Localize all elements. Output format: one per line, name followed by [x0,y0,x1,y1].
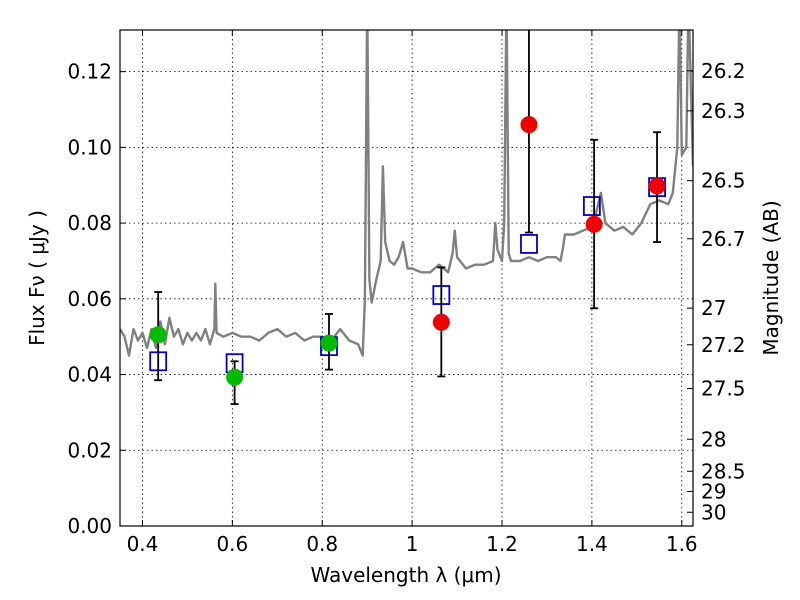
x-tick-label: 1 [406,532,419,556]
x-tick-label: 0.4 [127,532,159,556]
y2-tick-label: 27.5 [701,377,746,401]
y2-tick-label: 27 [701,296,726,320]
model-flux-square [520,234,538,254]
y2-tick-label: 28.5 [701,459,746,483]
y2-tick-label: 26.3 [701,99,746,123]
observed-flux-point [520,116,538,134]
observed-flux-point [648,177,666,195]
grid-lines [120,30,693,527]
y-axis-label: Flux Fν ( μJy ) [25,210,49,346]
y2-tick-label: 29 [701,479,726,503]
y2-tick-label: 27.2 [701,333,746,357]
y2-tick-label: 30 [701,500,726,524]
axis-ticks [120,30,693,527]
y2-tick-label: 28 [701,427,726,451]
y2-axis-label: Magnitude (AB) [759,200,783,355]
x-tick-label: 0.8 [306,532,338,556]
y2-tick-label: 26.7 [701,227,746,251]
observed-flux-point [149,326,167,344]
model-flux-square [582,196,601,216]
y-tick-label: 0.04 [67,363,112,387]
model-spectrum-line [120,30,693,357]
observed-flux-point [585,215,603,233]
x-tick-label: 1.4 [576,532,608,556]
y2-tick-label: 26.2 [701,59,746,83]
plot-area [120,30,693,405]
y-tick-label: 0.00 [67,514,112,538]
observed-flux-point [226,368,244,386]
axis-tick-labels: 0.4 0.6 0.8 1 1.2 1.4 1.6 0.00 0.02 0.04 0.06 0.08 0… [67,59,745,556]
observed-flux-point [320,334,338,352]
x-axis-label: Wavelength λ (μm) [310,563,501,587]
observed-flux-point [432,313,450,331]
y2-tick-label: 26.5 [701,169,746,193]
y-tick-label: 0.02 [67,438,112,462]
y-tick-label: 0.06 [67,287,112,311]
x-tick-label: 1.2 [486,532,518,556]
x-tick-label: 0.6 [216,532,248,556]
y-tick-label: 0.08 [67,211,112,235]
y-tick-label: 0.12 [67,60,112,84]
y-tick-label: 0.10 [67,135,112,159]
plot-frame [119,29,694,527]
x-tick-label: 1.6 [666,532,698,556]
